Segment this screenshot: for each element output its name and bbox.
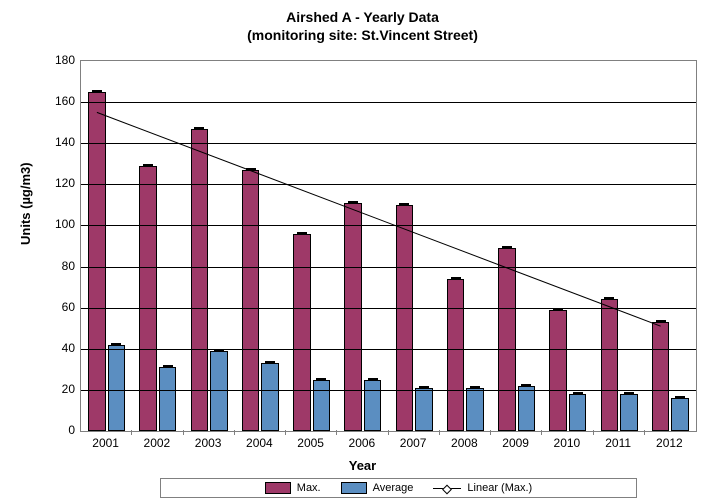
bar-average [569,394,586,431]
x-tick-label: 2008 [451,436,478,450]
x-tick-label: 2003 [195,436,222,450]
legend-label-linear: Linear (Max.) [467,482,532,494]
bar-max [139,166,156,431]
bar-average [415,388,432,431]
legend-line-icon [433,488,461,489]
legend-swatch-average [341,482,367,494]
x-tick-label: 2005 [297,436,324,450]
x-tick-label: 2002 [144,436,171,450]
x-tick-label: 2007 [400,436,427,450]
title-line-1: Airshed A - Yearly Data [0,8,725,26]
bar-average [261,363,278,431]
plot-area [80,60,697,432]
bar-average [313,380,330,431]
bar-max [293,234,310,431]
y-tick-label: 140 [35,135,75,149]
x-tick-label: 2010 [554,436,581,450]
x-tick-label: 2006 [349,436,376,450]
x-tick-label: 2004 [246,436,273,450]
x-tick-label: 2011 [605,436,631,450]
y-tick-label: 180 [35,53,75,67]
legend-item-average: Average [341,482,414,494]
x-tick-label: 2001 [92,436,119,450]
bar-max [191,129,208,431]
bar-max [344,203,361,431]
bar-average [518,386,535,431]
x-axis-label: Year [0,458,725,473]
legend: Max. Average Linear (Max.) [160,478,637,498]
chart-container: Airshed A - Yearly Data (monitoring site… [0,0,725,504]
bar-max [498,248,515,431]
bar-max [549,310,566,431]
y-tick-label: 0 [35,423,75,437]
title-line-2: (monitoring site: St.Vincent Street) [0,26,725,44]
y-axis-label: Units (µg/m3) [18,162,33,245]
y-tick-label: 60 [35,300,75,314]
bar-average [466,388,483,431]
bar-max [447,279,464,431]
legend-swatch-max [265,482,291,494]
legend-item-max: Max. [265,482,321,494]
bar-average [671,398,688,431]
bar-average [159,367,176,431]
chart-title: Airshed A - Yearly Data (monitoring site… [0,0,725,44]
x-tick-label: 2012 [656,436,683,450]
y-tick-label: 20 [35,382,75,396]
y-tick-label: 120 [35,176,75,190]
legend-label-average: Average [373,482,414,494]
bar-max [652,322,669,431]
legend-label-max: Max. [297,482,321,494]
y-tick-label: 40 [35,341,75,355]
bars-area [81,61,696,431]
bar-average [210,351,227,431]
bar-average [364,380,381,431]
y-tick-label: 80 [35,259,75,273]
bar-max [242,170,259,431]
bar-average [108,345,125,431]
bar-max [396,205,413,431]
y-tick-label: 160 [35,94,75,108]
legend-item-linear: Linear (Max.) [433,482,532,494]
bar-max [601,299,618,431]
x-tick-label: 2009 [502,436,529,450]
y-tick-label: 100 [35,217,75,231]
bar-average [620,394,637,431]
